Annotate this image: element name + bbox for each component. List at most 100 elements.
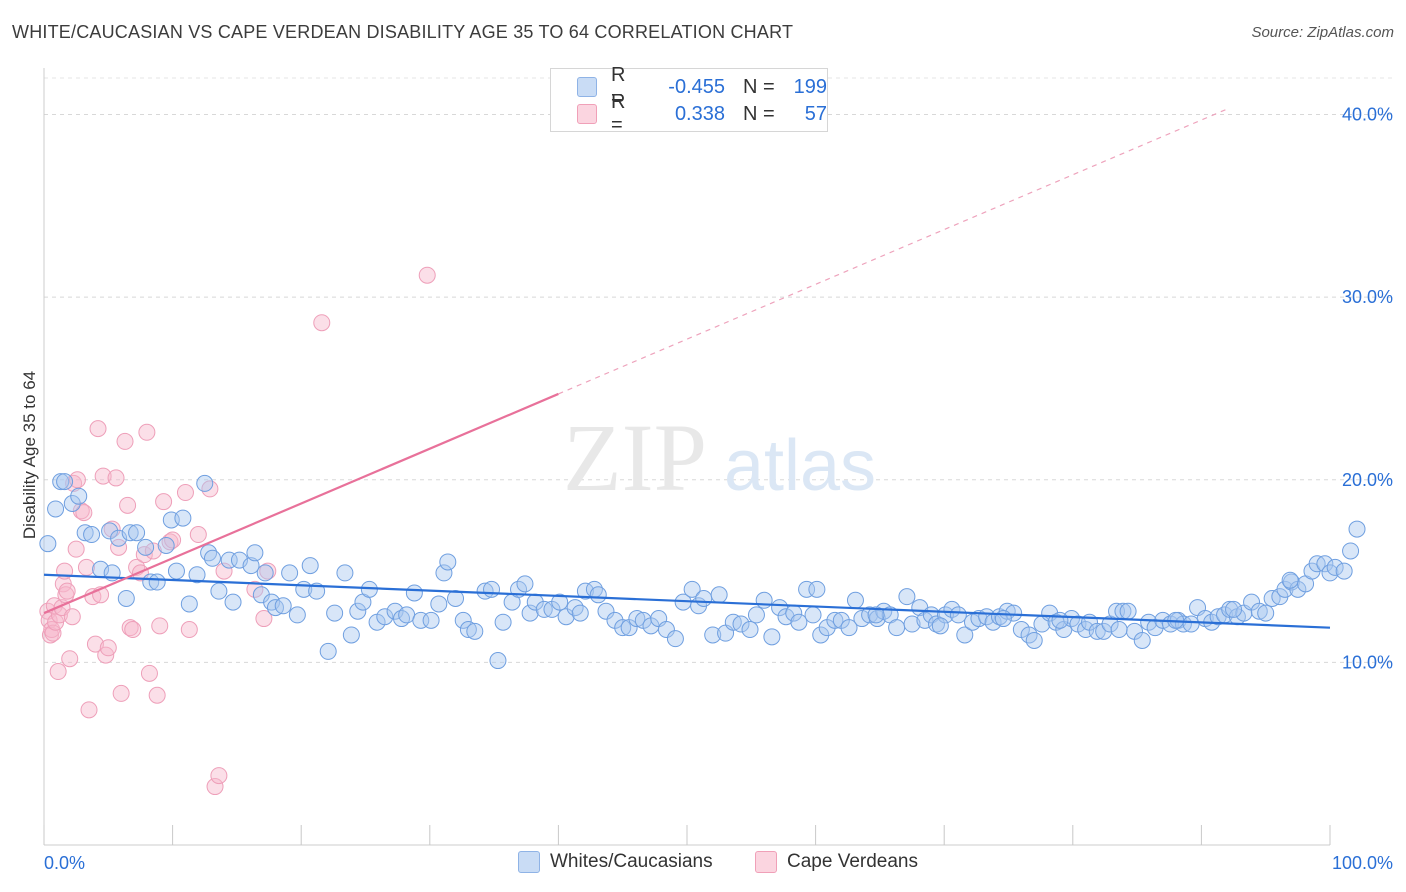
data-point-white	[274, 597, 292, 615]
data-point-white	[47, 500, 65, 518]
data-point-white	[196, 474, 214, 492]
data-point-white	[516, 575, 534, 593]
data-point-white	[430, 595, 448, 613]
data-point-white	[614, 619, 632, 637]
data-point-white	[281, 564, 299, 582]
data-point-white	[422, 611, 440, 629]
data-point-white	[489, 652, 507, 670]
data-point-cape-verdean	[72, 502, 90, 520]
data-point-white	[342, 626, 360, 644]
data-point-white	[117, 589, 135, 607]
data-point-white	[657, 621, 675, 639]
data-point-white	[256, 564, 274, 582]
data-point-white	[840, 619, 858, 637]
data-point-white	[931, 617, 949, 635]
data-point-white	[405, 584, 423, 602]
data-point-white	[571, 604, 589, 622]
data-point-white	[683, 580, 701, 598]
data-point-white	[1250, 602, 1268, 620]
data-point-white	[812, 626, 830, 644]
correlation-legend: R = -0.455 N = 199 R = 0.338 N = 57	[550, 64, 828, 136]
data-point-cape-verdean	[44, 624, 62, 642]
data-point-white	[459, 621, 477, 639]
y-tick-label: 30.0%	[1342, 287, 1393, 307]
data-point-white	[949, 606, 967, 624]
data-point-white	[1025, 631, 1043, 649]
data-point-white	[101, 522, 119, 540]
data-point-white	[861, 606, 879, 624]
x-tick-label-max: 100.0%	[1332, 853, 1393, 873]
data-point-cape-verdean	[67, 540, 85, 558]
data-point-white	[867, 606, 885, 624]
data-point-white	[137, 538, 155, 556]
data-point-white	[763, 628, 781, 646]
zipatlas-watermark: ZIP atlas	[563, 404, 876, 511]
y-tick-label: 10.0%	[1342, 652, 1393, 672]
legend-swatch-whites	[577, 77, 597, 97]
data-point-white	[121, 524, 139, 542]
data-point-white	[476, 582, 494, 600]
data-point-white	[551, 593, 569, 611]
data-point-white	[704, 626, 722, 644]
data-point-white	[188, 566, 206, 584]
data-point-white	[846, 591, 864, 609]
legend-r-label: R =	[611, 64, 626, 109]
data-point-cape-verdean	[89, 420, 107, 438]
data-point-cape-verdean	[215, 562, 233, 580]
data-point-cape-verdean	[58, 582, 76, 600]
data-point-white	[1088, 622, 1106, 640]
data-point-white	[326, 604, 344, 622]
axes	[43, 68, 1331, 846]
legend-swatch-whites	[518, 851, 540, 873]
data-point-cape-verdean	[121, 619, 139, 637]
data-point-white	[246, 544, 264, 562]
data-point-white	[483, 580, 501, 598]
data-point-white	[447, 589, 465, 607]
data-point-white	[1110, 621, 1128, 639]
data-point-white	[1348, 520, 1366, 538]
data-point-cape-verdean	[107, 469, 125, 487]
data-point-white	[1326, 558, 1344, 576]
data-point-white	[898, 588, 916, 606]
legend-n-label: N =	[743, 102, 775, 125]
data-point-cape-verdean	[418, 266, 436, 284]
data-point-white	[1316, 555, 1334, 573]
data-point-cape-verdean	[124, 621, 142, 639]
watermark-atlas: atlas	[724, 426, 876, 506]
data-point-cape-verdean	[189, 526, 207, 544]
y-tick-label: 20.0%	[1342, 470, 1393, 490]
data-point-white	[1133, 631, 1151, 649]
trend-line-cape-verdeans-extension	[558, 108, 1228, 395]
data-point-cape-verdean	[61, 650, 79, 668]
data-point-cape-verdean	[94, 467, 112, 485]
data-point-cape-verdean	[176, 484, 194, 502]
data-point-cape-verdean	[112, 684, 130, 702]
data-point-white	[557, 608, 575, 626]
data-point-white	[70, 487, 88, 505]
data-point-white	[1281, 571, 1299, 589]
data-point-cape-verdean	[151, 617, 169, 635]
data-point-white	[180, 595, 198, 613]
data-point-white	[1257, 604, 1275, 622]
data-point-cape-verdean	[255, 610, 273, 628]
y-tick-labels: 10.0% 20.0% 30.0% 40.0%	[1342, 105, 1393, 673]
legend-n-label: N =	[743, 75, 775, 98]
data-point-cape-verdean	[41, 626, 59, 644]
data-point-cape-verdean	[63, 608, 81, 626]
data-point-cape-verdean	[116, 432, 134, 450]
data-point-white	[288, 606, 306, 624]
data-point-white	[804, 606, 822, 624]
data-point-cape-verdean	[49, 663, 67, 681]
data-point-cape-verdean	[259, 562, 277, 580]
legend-swatch-cape-verdeans	[577, 104, 597, 124]
data-point-white	[589, 586, 607, 604]
data-point-white	[747, 606, 765, 624]
data-point-white	[853, 610, 871, 628]
data-point-cape-verdean	[103, 520, 121, 538]
data-point-white	[203, 549, 221, 567]
data-point-white	[435, 564, 453, 582]
data-point-white	[56, 473, 74, 491]
data-point-cape-verdean	[75, 504, 93, 522]
x-tick-label-min: 0.0%	[44, 853, 85, 873]
watermark-zip: ZIP	[563, 404, 707, 511]
